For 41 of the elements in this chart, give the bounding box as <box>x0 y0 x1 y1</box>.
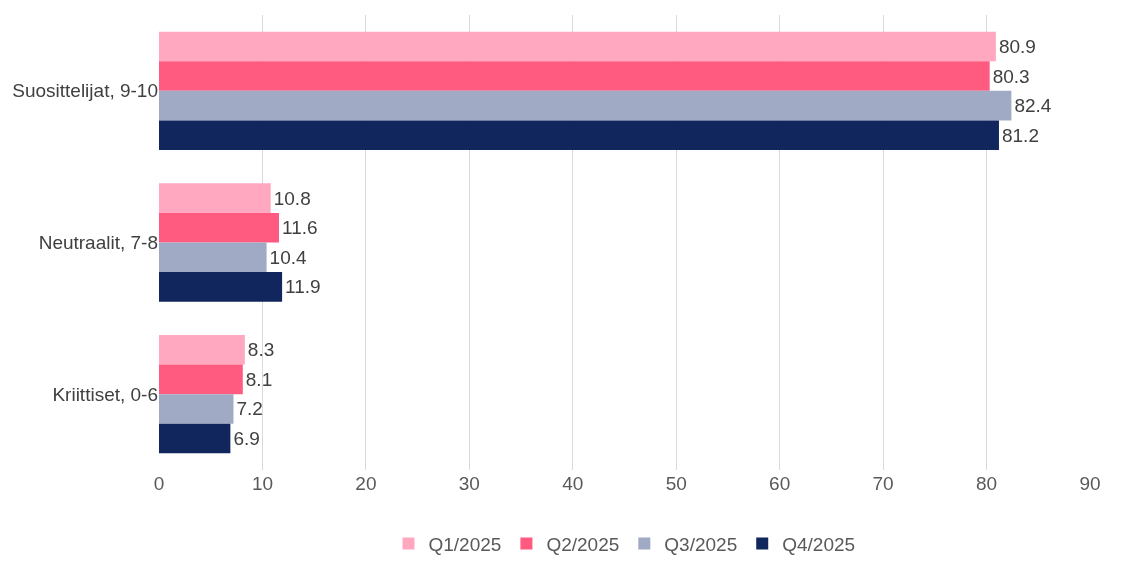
bar <box>159 272 283 302</box>
legend-label: Q4/2025 <box>782 533 856 555</box>
x-tick-label: 0 <box>153 473 165 494</box>
x-tick-label: 40 <box>562 473 584 494</box>
data-label: 6.9 <box>233 428 260 450</box>
data-label: 80.3 <box>992 65 1030 87</box>
x-tick-label: 30 <box>458 473 480 494</box>
y-tick-label: Neutraalit, 7-8 <box>38 232 158 254</box>
bar <box>159 31 996 62</box>
bar <box>159 423 231 454</box>
data-label: 82.4 <box>1014 95 1052 117</box>
data-label: 7.2 <box>236 398 263 420</box>
data-label: 10.4 <box>269 246 307 268</box>
x-tick-label: 20 <box>355 473 377 494</box>
bar <box>159 61 990 91</box>
bar <box>159 212 279 243</box>
data-label: 80.9 <box>998 35 1036 57</box>
y-tick-label: Suosittelijat, 9-10 <box>12 80 158 102</box>
legend-label: Q3/2025 <box>664 533 738 555</box>
legend-label: Q2/2025 <box>546 533 620 555</box>
data-label: 81.2 <box>1001 124 1039 146</box>
x-tick-label: 50 <box>665 473 687 494</box>
bar <box>159 90 1012 121</box>
bar <box>159 183 271 213</box>
bar <box>159 335 245 365</box>
data-label: 8.3 <box>247 339 275 361</box>
data-label: 10.8 <box>273 187 311 209</box>
y-tick-label: Kriittiset, 0-6 <box>52 383 158 405</box>
bar <box>159 394 234 424</box>
x-tick-label: 10 <box>251 473 274 494</box>
data-label: 11.9 <box>285 276 321 298</box>
x-tick-label: 70 <box>872 473 894 494</box>
x-tick-label: 80 <box>975 473 998 494</box>
data-label: 8.1 <box>245 368 273 390</box>
bar <box>159 242 267 273</box>
bar <box>159 120 999 150</box>
bar <box>159 364 243 395</box>
legend-label: Q1/2025 <box>428 533 502 555</box>
x-tick-label: 60 <box>769 473 791 494</box>
data-label: 11.6 <box>282 217 318 239</box>
x-tick-label: 90 <box>1079 473 1101 494</box>
